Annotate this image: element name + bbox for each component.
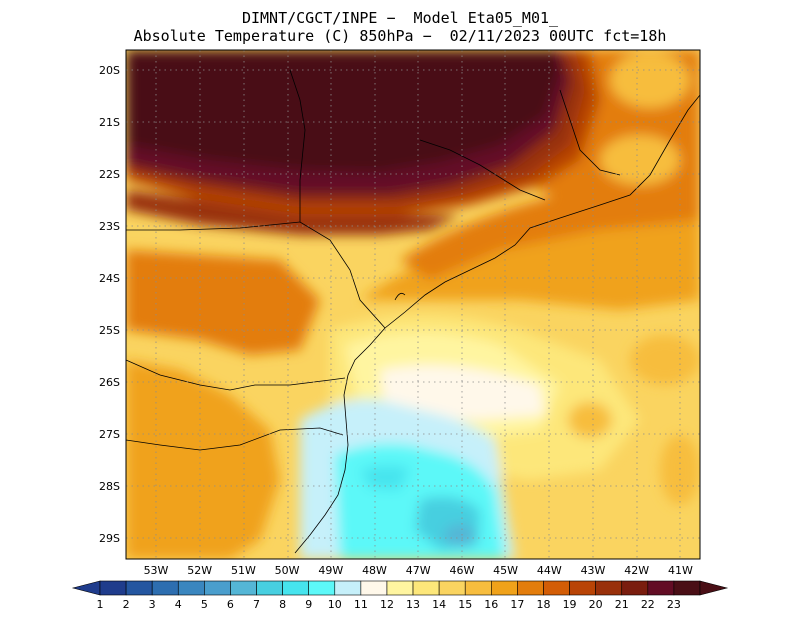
colorbar-label: 17	[510, 598, 524, 611]
lat-label: 25S	[99, 324, 120, 337]
colorbar-label: 3	[149, 598, 156, 611]
colorbar-label: 12	[380, 598, 394, 611]
colorbar-label: 11	[354, 598, 368, 611]
colorbar-swatch	[517, 580, 544, 596]
lon-label: 41W	[668, 564, 693, 577]
lon-label: 48W	[362, 564, 387, 577]
colorbar-swatch	[412, 580, 440, 596]
colorbar-swatch	[151, 580, 179, 596]
colorbar-label: 7	[253, 598, 260, 611]
colorbar-label: 20	[589, 598, 603, 611]
colorbar-label: 10	[328, 598, 342, 611]
colorbar-swatch	[464, 580, 492, 596]
colorbar-swatch	[334, 580, 362, 596]
colorbar-label: 21	[615, 598, 629, 611]
colorbar-label: 5	[201, 598, 208, 611]
colorbar-swatch	[621, 580, 649, 596]
colorbar-swatch	[204, 580, 231, 596]
colorbar-label: 22	[641, 598, 655, 611]
lon-label: 47W	[406, 564, 431, 577]
colorbar-swatch	[308, 580, 336, 596]
lat-label: 24S	[99, 272, 120, 285]
colorbar-swatch	[647, 580, 675, 596]
colorbar-swatch	[125, 580, 153, 596]
lon-label: 52W	[187, 564, 212, 577]
lon-label: 49W	[318, 564, 343, 577]
colorbar-label: 23	[667, 598, 681, 611]
colorbar-label: 14	[432, 598, 446, 611]
lat-label: 29S	[99, 532, 120, 545]
colorbar-swatch	[177, 580, 205, 596]
colorbar-label: 15	[458, 598, 472, 611]
colorbar-label: 19	[563, 598, 577, 611]
colorbar-label: 9	[305, 598, 312, 611]
colorbar-swatch	[438, 580, 466, 596]
colorbar-swatch	[230, 580, 257, 596]
chart-title-line1: DIMNT/CGCT/INPE − Model Eta05_M01_	[241, 9, 559, 27]
colorbar-swatch	[99, 580, 127, 596]
colorbar-labels: 1 2 3 4 5 6 7 8 9 10 11 12 13 14 15 16 17 18 19 20 21 22 23	[97, 598, 681, 611]
longitude-labels: 53W 52W 51W 50W 49W 48W 47W 46W 45W 44W 43W 42W 41W	[144, 564, 693, 577]
colorbar-swatch	[595, 580, 623, 596]
coastline	[126, 69, 700, 554]
colorbar-label: 16	[484, 598, 498, 611]
lon-label: 46W	[449, 564, 474, 577]
map-frame	[125, 49, 701, 560]
colorbar-label: 4	[175, 598, 182, 611]
graticule	[126, 50, 700, 559]
colorbar-over-arrow	[699, 580, 729, 596]
colorbar-label: 13	[406, 598, 420, 611]
lon-label: 44W	[537, 564, 562, 577]
temperature-field	[126, 50, 700, 559]
lat-label: 22S	[99, 168, 120, 181]
colorbar-label: 1	[97, 598, 104, 611]
colorbar-swatch	[569, 580, 596, 596]
lon-label: 43W	[581, 564, 606, 577]
colorbar-label: 18	[536, 598, 550, 611]
lat-label: 21S	[99, 116, 120, 129]
lat-label: 23S	[99, 220, 120, 233]
colorbar-label: 2	[123, 598, 130, 611]
colorbar-swatch	[360, 580, 388, 596]
lat-label: 26S	[99, 376, 120, 389]
lat-label: 28S	[99, 480, 120, 493]
colorbar-swatch	[491, 580, 518, 596]
colorbar-swatch	[673, 580, 701, 596]
latitude-labels: 20S 21S 22S 23S 24S 25S 26S 27S 28S 29S	[99, 64, 120, 545]
lon-label: 51W	[231, 564, 256, 577]
chart-title-line2: Absolute Temperature (C) 850hPa − 02/11/…	[133, 27, 667, 45]
colorbar-swatch	[386, 580, 414, 596]
colorbar-under-arrow	[71, 580, 101, 596]
colorbar-swatch	[256, 580, 283, 596]
colorbar	[71, 580, 729, 596]
lon-label: 45W	[493, 564, 518, 577]
colorbar-label: 8	[279, 598, 286, 611]
colorbar-swatch	[543, 580, 570, 596]
lon-label: 53W	[144, 564, 169, 577]
lat-label: 27S	[99, 428, 120, 441]
lon-label: 42W	[624, 564, 649, 577]
lon-label: 50W	[275, 564, 300, 577]
lat-label: 20S	[99, 64, 120, 77]
colorbar-label: 6	[227, 598, 234, 611]
colorbar-swatch	[282, 580, 309, 596]
